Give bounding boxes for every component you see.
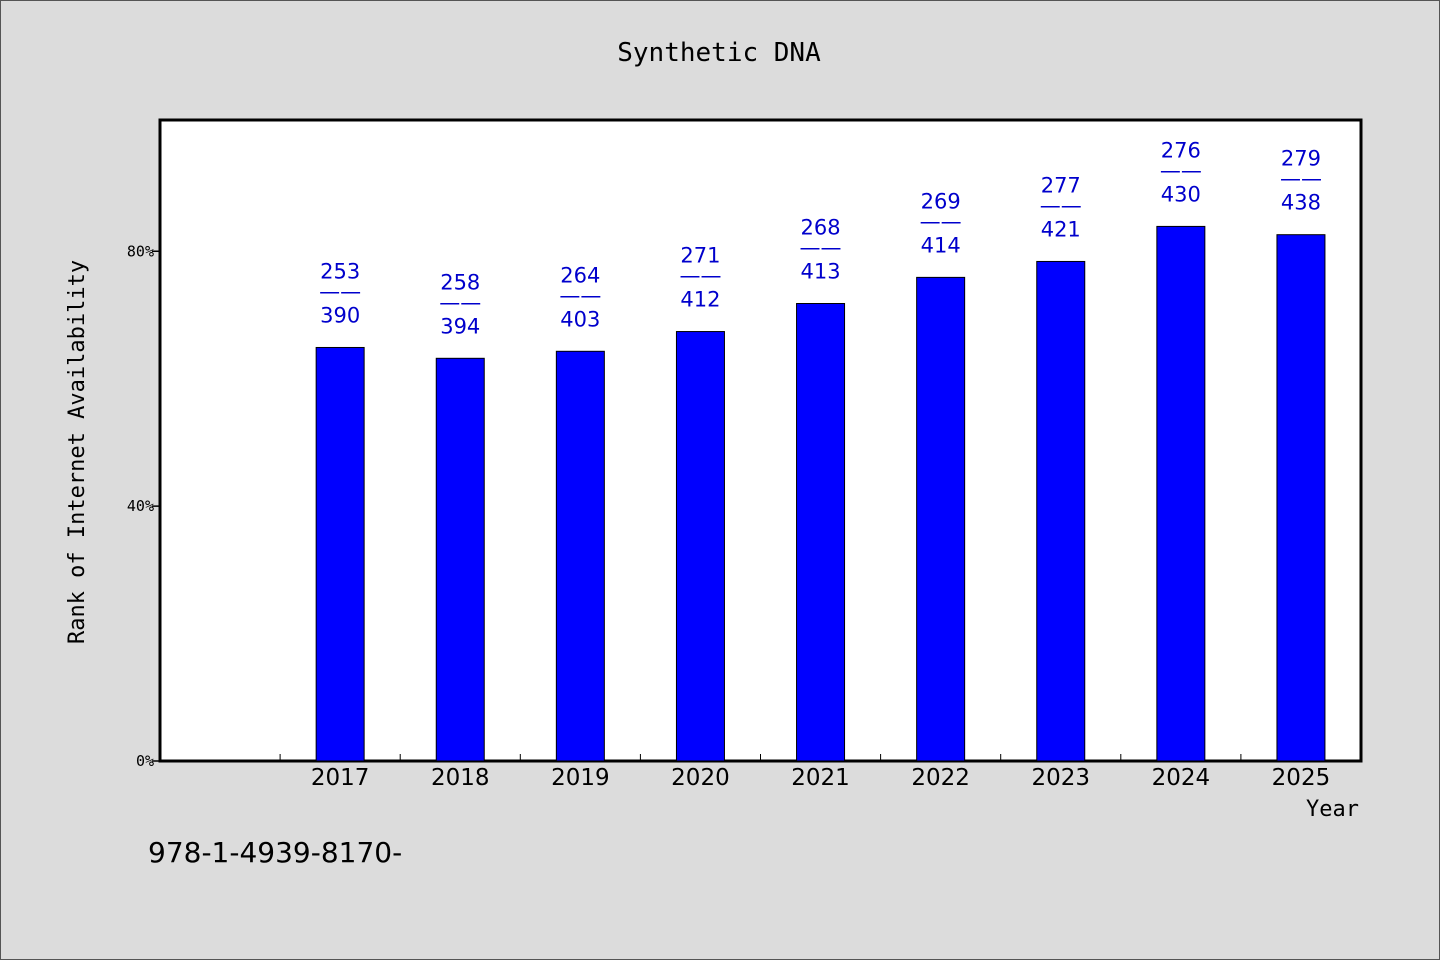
data-label-sep: —— bbox=[679, 264, 721, 288]
data-label-top: 268 bbox=[801, 216, 841, 240]
data-label-top: 253 bbox=[320, 259, 360, 283]
bar-series bbox=[315, 225, 1326, 762]
x-tick-label: 2020 bbox=[671, 765, 730, 791]
footnote-isbn: 978-1-4939-8170- bbox=[148, 836, 402, 869]
data-label-top: 271 bbox=[680, 244, 720, 268]
bar-2018 bbox=[435, 357, 485, 762]
data-label-top: 264 bbox=[560, 263, 600, 287]
y-axis: 0% 40% 80% bbox=[127, 242, 160, 770]
data-label-sep: —— bbox=[800, 236, 842, 260]
x-axis: 2017 2018 2019 2020 2021 2022 2023 2024 2025 bbox=[279, 754, 1331, 791]
data-label-bottom: 390 bbox=[320, 303, 360, 327]
x-tick-label: 2024 bbox=[1152, 765, 1211, 791]
bar-2024 bbox=[1156, 225, 1206, 762]
data-labels: 253——390258——394264——403271——412268——413… bbox=[319, 138, 1322, 338]
x-tick-label: 2023 bbox=[1031, 765, 1090, 791]
data-label-top: 276 bbox=[1161, 138, 1201, 162]
data-label-sep: —— bbox=[319, 279, 361, 303]
chart-title: Synthetic DNA bbox=[617, 38, 821, 68]
data-label-bottom: 413 bbox=[801, 260, 841, 284]
data-label-sep: —— bbox=[920, 209, 962, 233]
x-tick-label: 2017 bbox=[311, 765, 370, 791]
data-label-sep: —— bbox=[1280, 167, 1322, 191]
bar-2023 bbox=[1036, 260, 1086, 762]
x-tick-label: 2022 bbox=[911, 765, 970, 791]
bar-2017 bbox=[315, 346, 365, 762]
x-axis-title: Year bbox=[1306, 797, 1359, 822]
data-label-bottom: 414 bbox=[921, 233, 961, 257]
y-tick-label: 80% bbox=[127, 242, 154, 260]
data-label-sep: —— bbox=[439, 290, 481, 314]
y-axis-title: Rank of Internet Availability bbox=[65, 260, 90, 644]
bar-2019 bbox=[555, 350, 605, 762]
data-label-top: 258 bbox=[440, 270, 480, 294]
data-label-bottom: 403 bbox=[560, 307, 600, 331]
bar-2025 bbox=[1276, 234, 1326, 762]
data-label-bottom: 412 bbox=[680, 288, 720, 312]
bar-2021 bbox=[796, 303, 846, 762]
data-label-top: 279 bbox=[1281, 147, 1321, 171]
data-label-top: 269 bbox=[921, 189, 961, 213]
x-tick-label: 2021 bbox=[791, 765, 850, 791]
data-label-top: 277 bbox=[1041, 173, 1081, 197]
data-label-sep: —— bbox=[1040, 193, 1082, 217]
x-tick-label: 2025 bbox=[1272, 765, 1331, 791]
data-label-sep: —— bbox=[1160, 158, 1202, 182]
data-label-bottom: 421 bbox=[1041, 217, 1081, 241]
bar-2020 bbox=[675, 331, 725, 762]
x-tick-label: 2018 bbox=[431, 765, 490, 791]
x-tick-label: 2019 bbox=[551, 765, 610, 791]
y-tick-label: 0% bbox=[136, 752, 154, 770]
bar-2022 bbox=[916, 276, 966, 762]
data-label-bottom: 430 bbox=[1161, 182, 1201, 206]
data-label-bottom: 394 bbox=[440, 314, 480, 338]
data-label-sep: —— bbox=[559, 283, 601, 307]
data-label-bottom: 438 bbox=[1281, 191, 1321, 215]
y-tick-label: 40% bbox=[127, 497, 154, 515]
